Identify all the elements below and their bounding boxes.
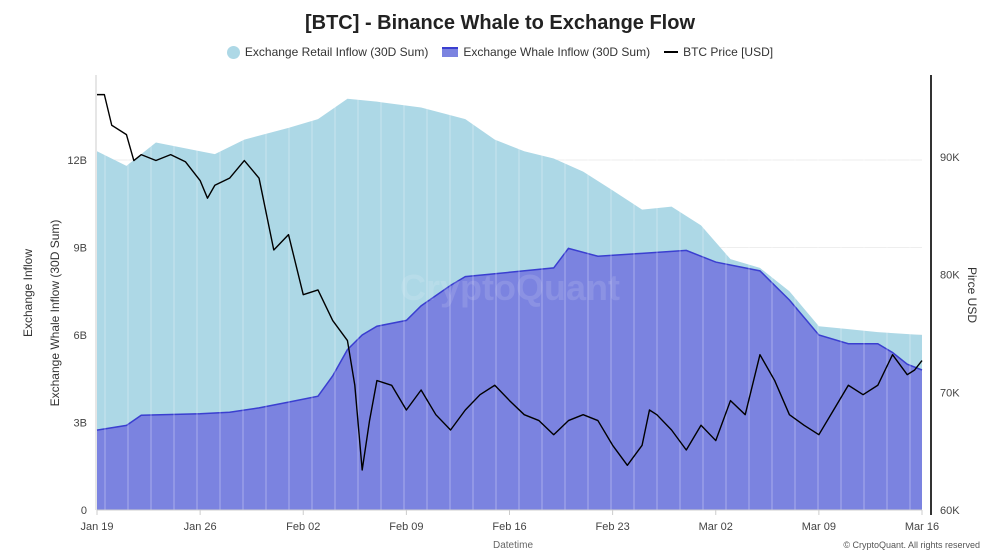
legend-label: Exchange Retail Inflow (30D Sum)	[244, 45, 429, 59]
y-left-outer-title: Exchange Inflow	[21, 249, 35, 337]
x-tick-label: Jan 26	[184, 521, 217, 533]
y-left-tick-label: 6B	[74, 330, 87, 342]
legend-item-whale[interactable]: Exchange Whale Inflow (30D Sum)	[442, 45, 650, 59]
chart-title: [BTC] - Binance Whale to Exchange Flow	[304, 12, 696, 34]
x-tick-label: Feb 16	[492, 521, 526, 533]
x-tick-label: Mar 02	[699, 521, 733, 533]
y-left-inner-title: Exchange Whale Inflow (30D Sum)	[48, 220, 62, 407]
x-tick-label: Mar 16	[905, 521, 939, 533]
whale-inflow-edge	[96, 247, 923, 431]
y-right-tick-label: 90K	[940, 152, 960, 164]
watermark: CryptoQuant	[400, 267, 620, 308]
y-left-tick-label: 9B	[74, 243, 87, 255]
price-swatch-icon	[664, 51, 679, 53]
x-tick-label: Mar 09	[802, 521, 836, 533]
price-line	[97, 93, 923, 471]
y-right-tick-label: 60K	[940, 505, 960, 517]
legend-item-retail[interactable]: Exchange Retail Inflow (30D Sum)	[226, 45, 429, 59]
legend: Exchange Retail Inflow (30D Sum) Exchang…	[0, 45, 1000, 59]
retail-swatch-icon	[226, 45, 240, 59]
whale-inflow-area	[97, 248, 922, 510]
whale-swatch-icon	[442, 47, 459, 57]
y-right-tick-label: 80K	[940, 270, 960, 282]
credit: © CryptoQuant. All rights reserved	[843, 540, 980, 550]
x-tick-label: Feb 23	[596, 521, 630, 533]
y-left-tick-label: 3B	[74, 418, 87, 430]
x-tick-label: Feb 02	[286, 521, 320, 533]
x-tick-label: Jan 19	[80, 521, 113, 533]
x-tick-label: Feb 09	[389, 521, 423, 533]
y-left-tick-label: 12B	[67, 155, 87, 167]
y-right-title: Pirce USD	[965, 267, 979, 323]
legend-item-price[interactable]: BTC Price [USD]	[664, 45, 773, 59]
y-right-tick-label: 70K	[940, 387, 960, 399]
y-left-tick-label: 0	[81, 505, 87, 517]
x-axis-title: Datetime	[493, 540, 533, 551]
legend-label: Exchange Whale Inflow (30D Sum)	[463, 45, 651, 59]
legend-label: BTC Price [USD]	[683, 45, 774, 59]
